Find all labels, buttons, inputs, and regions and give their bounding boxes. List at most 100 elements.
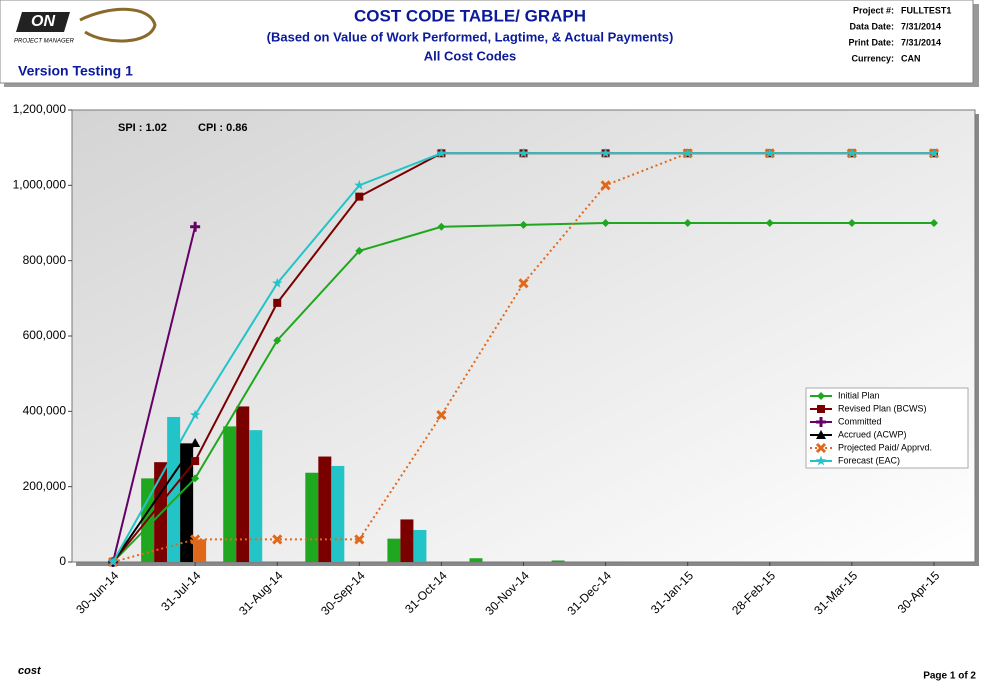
marker (519, 220, 528, 229)
annotation: CPI : 0.86 (198, 122, 248, 134)
marker (764, 147, 775, 158)
legend-marker (815, 442, 827, 454)
legend-marker (815, 455, 827, 466)
x-tick-label: 30-Sep-14 (318, 568, 368, 618)
marker (354, 179, 365, 190)
legend-marker (817, 392, 825, 400)
legend-label: Accrued (ACWP) (838, 429, 907, 439)
plot-area (71, 109, 976, 563)
y-tick-label: 200,000 (23, 479, 67, 493)
marker (189, 409, 201, 420)
field-label: Data Date: (849, 21, 894, 31)
marker (518, 278, 529, 289)
field-value: 7/31/2014 (901, 21, 941, 31)
marker (765, 219, 774, 227)
marker (191, 457, 200, 466)
bar (167, 416, 181, 562)
bar (551, 560, 565, 562)
marker (846, 147, 858, 158)
logo-tagline: PROJECT MANAGER (14, 39, 75, 45)
x-tick-label: 30-Nov-14 (482, 568, 532, 618)
y-tick-label: 1,000,000 (13, 178, 67, 192)
legend-marker (816, 430, 826, 439)
y-tick-label: 0 (59, 554, 66, 568)
subtitle: All Cost Codes (424, 48, 516, 63)
bar (387, 538, 401, 562)
title: COST CODE TABLE/ GRAPH (354, 6, 586, 25)
bar (305, 472, 319, 562)
y-tick-label: 400,000 (23, 404, 67, 418)
field-value: FULLTEST1 (901, 5, 951, 15)
x-tick-label: 31-Dec-14 (564, 568, 614, 618)
version: Version Testing 1 (18, 63, 133, 79)
marker (436, 410, 447, 421)
marker (190, 437, 201, 447)
marker (600, 147, 611, 158)
marker (601, 219, 610, 227)
field-label: Print Date: (848, 37, 894, 47)
field-label: Currency: (851, 53, 894, 63)
header-box (0, 0, 974, 84)
annotation: SPI : 1.02 (118, 122, 167, 134)
logo-swoosh (79, 7, 157, 43)
marker (600, 180, 611, 191)
marker (682, 147, 693, 158)
bar (413, 529, 427, 562)
y-tick-label: 600,000 (23, 328, 67, 342)
legend-label: Forecast (EAC) (838, 455, 900, 465)
y-tick-label: 1,200,000 (13, 102, 67, 116)
marker (273, 298, 282, 307)
legend-marker (816, 417, 826, 427)
x-tick-label: 31-Mar-15 (811, 568, 860, 617)
legend-label: Projected Paid/ Apprvd. (838, 442, 932, 452)
bar (180, 443, 194, 562)
legend-label: Initial Plan (838, 390, 880, 400)
legend-marker (817, 405, 825, 413)
bar (249, 430, 263, 562)
marker (354, 534, 365, 545)
bar (318, 456, 332, 562)
x-tick-label: 30-Jun-14 (73, 568, 121, 616)
marker (518, 147, 529, 158)
x-tick-label: 31-Oct-14 (402, 568, 450, 616)
marker (437, 222, 446, 231)
field-value: 7/31/2014 (901, 37, 941, 47)
marker (847, 219, 856, 227)
subtitle: (Based on Value of Work Performed, Lagti… (267, 29, 674, 44)
bar (331, 465, 345, 562)
x-tick-label: 28-Feb-15 (729, 568, 778, 617)
marker (355, 192, 364, 201)
marker (272, 534, 283, 545)
x-tick-label: 31-Jul-14 (158, 568, 204, 614)
x-tick-label: 31-Jan-15 (648, 568, 696, 616)
logo-mark: ON (31, 13, 55, 30)
bar (469, 558, 483, 562)
marker (107, 556, 119, 567)
y-tick-label: 800,000 (23, 253, 67, 267)
logo-shape (16, 12, 70, 32)
bar (400, 519, 414, 562)
marker (683, 219, 692, 227)
marker (436, 147, 447, 158)
page-number: Page 1 of 2 (923, 671, 976, 682)
marker (190, 221, 201, 232)
bar (223, 426, 237, 562)
legend-box (805, 387, 969, 469)
marker (273, 336, 282, 345)
legend-label: Revised Plan (BCWS) (838, 403, 927, 413)
marker (929, 219, 938, 227)
legend-label: Committed (838, 416, 882, 426)
bar (193, 539, 207, 562)
marker (272, 277, 283, 288)
footer-logo: cost (18, 665, 42, 677)
bar (236, 406, 250, 562)
x-tick-label: 31-Aug-14 (236, 568, 286, 618)
marker (190, 534, 201, 545)
field-label: Project #: (853, 5, 894, 15)
x-tick-label: 30-Apr-15 (895, 568, 943, 616)
field-value: CAN (901, 53, 921, 63)
marker (191, 474, 200, 483)
series-line (112, 442, 196, 563)
marker (928, 147, 940, 158)
